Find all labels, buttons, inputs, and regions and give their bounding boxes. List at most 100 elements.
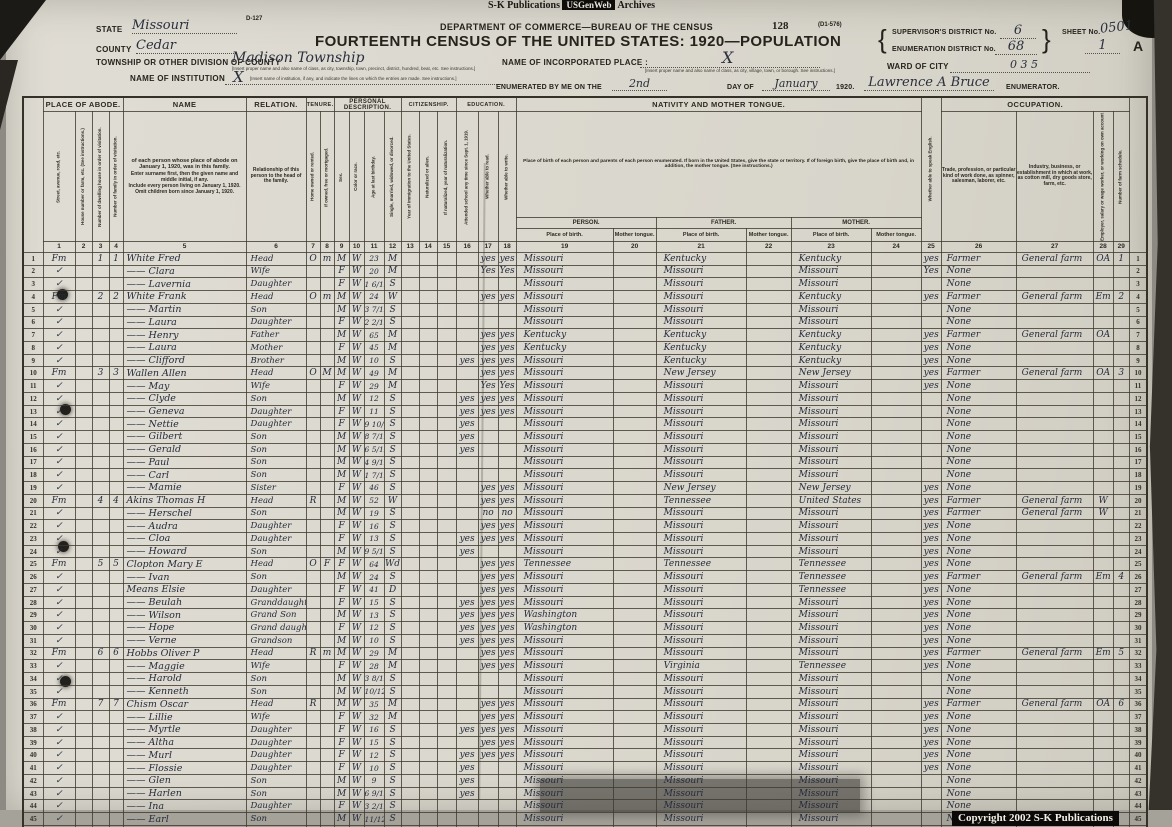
cell-nm: —— Martin <box>122 302 247 317</box>
cell-pmt <box>612 723 657 737</box>
cell-fmt <box>745 404 792 419</box>
cell-ab: ✓ <box>42 748 76 763</box>
cell-oc: None <box>940 723 1017 737</box>
cell-rd <box>477 468 499 483</box>
cell-wr <box>497 544 517 559</box>
cell-c13 <box>400 582 420 597</box>
cell-pb: Missouri <box>515 697 614 712</box>
cell-rd: yes <box>477 697 499 712</box>
cell-ab: ✓ <box>42 595 76 610</box>
cell-fs <box>1112 315 1130 330</box>
cell-fs <box>1112 659 1130 674</box>
cell-age: 12 <box>363 391 385 406</box>
cell-fb: Missouri <box>655 290 747 304</box>
cell-mort <box>319 812 335 826</box>
cell-emp <box>1092 468 1114 483</box>
department-line: DEPARTMENT OF COMMERCE—BUREAU OF THE CEN… <box>440 22 714 32</box>
cell-dw <box>91 812 110 826</box>
cell-ind <box>1015 404 1094 419</box>
cell-age: 29 <box>363 379 385 393</box>
cell-mb: Tennessee <box>790 557 872 572</box>
cell-mar: M <box>383 251 402 266</box>
cell-c15 <box>436 481 457 495</box>
cell-rel: Head <box>245 251 307 266</box>
cell-rd: yes <box>477 659 499 674</box>
form-code: (D1-576) <box>818 22 842 28</box>
cell-emp <box>1092 340 1114 355</box>
cell-c14 <box>418 557 438 572</box>
cell-rn: 19 <box>1128 481 1148 495</box>
cell-mmt <box>870 531 922 546</box>
cell-ind <box>1015 430 1094 444</box>
cell-mar: S <box>383 723 402 737</box>
cell-mar: S <box>383 595 402 610</box>
cell-sex: F <box>333 264 350 279</box>
cell-rd <box>477 684 499 699</box>
cell-mmt <box>870 659 922 674</box>
cell-nm: —— Laura <box>122 315 247 330</box>
cell-emp <box>1092 277 1114 292</box>
cell-c14 <box>418 684 438 699</box>
cell-fmt <box>745 379 792 393</box>
cell-rd: yes <box>477 710 499 724</box>
institution-mark: X <box>233 68 244 86</box>
cell-fmt <box>745 633 792 648</box>
cell-mmt <box>870 621 922 635</box>
cell-c15 <box>436 761 457 775</box>
cell-own <box>305 761 321 775</box>
cell-nm: —— Kenneth <box>122 684 247 699</box>
cell-rn: 32000 <box>1128 646 1148 661</box>
cell-emp <box>1092 417 1114 432</box>
cell-fb: Missouri <box>655 570 747 584</box>
cell-c15 <box>436 672 457 686</box>
cell-fm <box>108 315 124 330</box>
cell-sch <box>455 379 479 393</box>
copyright-banner: Copyright 2002 S-K Publications <box>952 811 1119 826</box>
cell-dw <box>91 684 110 699</box>
cell-c15 <box>436 748 457 763</box>
township-note: [Insert proper name and also name of cla… <box>232 66 476 71</box>
column-number: 7 <box>305 240 321 253</box>
cell-wr <box>497 799 517 814</box>
cell-sex: F <box>333 595 350 610</box>
cell-c14 <box>418 302 438 317</box>
cell-race: W <box>348 633 365 648</box>
cell-rel: Daughter <box>245 748 307 763</box>
cell-mar: Wd <box>383 557 402 572</box>
cell-oc: Farmer <box>940 366 1017 381</box>
cell-rel: Son <box>245 468 307 483</box>
cell-nm: Akins Thomas H <box>122 493 247 508</box>
cell-mb: Missouri <box>790 442 872 457</box>
cell-fs <box>1112 582 1130 597</box>
cell-rel: Head <box>245 290 307 304</box>
cell-mb: Missouri <box>790 264 872 279</box>
cell-own <box>305 340 321 355</box>
cell-fb: Missouri <box>655 633 747 648</box>
cell-mb: Missouri <box>790 430 872 444</box>
cell-sch <box>455 455 479 470</box>
cell-sch <box>455 735 479 750</box>
cell-wr: yes <box>497 710 517 724</box>
cell-fb: Missouri <box>655 417 747 432</box>
cell-fmt <box>745 340 792 355</box>
cell-rel: Wife <box>245 659 307 674</box>
cell-rel: Son <box>245 302 307 317</box>
cell-c15 <box>436 659 457 674</box>
cell-wr <box>497 672 517 686</box>
cell-mb: Missouri <box>790 595 872 610</box>
cell-ab: Fm <box>42 251 76 266</box>
cell-rn: 38 <box>1128 723 1148 737</box>
census-row: 25 Fm 5 5 Clopton Mary E Head O F F W 64 Wd yes yes Te… <box>22 557 1148 572</box>
cell-mar: W <box>383 493 402 508</box>
cell-pmt <box>612 493 657 508</box>
cell-rel: Daughter <box>245 531 307 546</box>
cell-sch <box>455 468 479 483</box>
cell-mort <box>319 493 335 508</box>
cell-pmt <box>612 672 657 686</box>
cell-ab: ✓ <box>42 570 76 584</box>
